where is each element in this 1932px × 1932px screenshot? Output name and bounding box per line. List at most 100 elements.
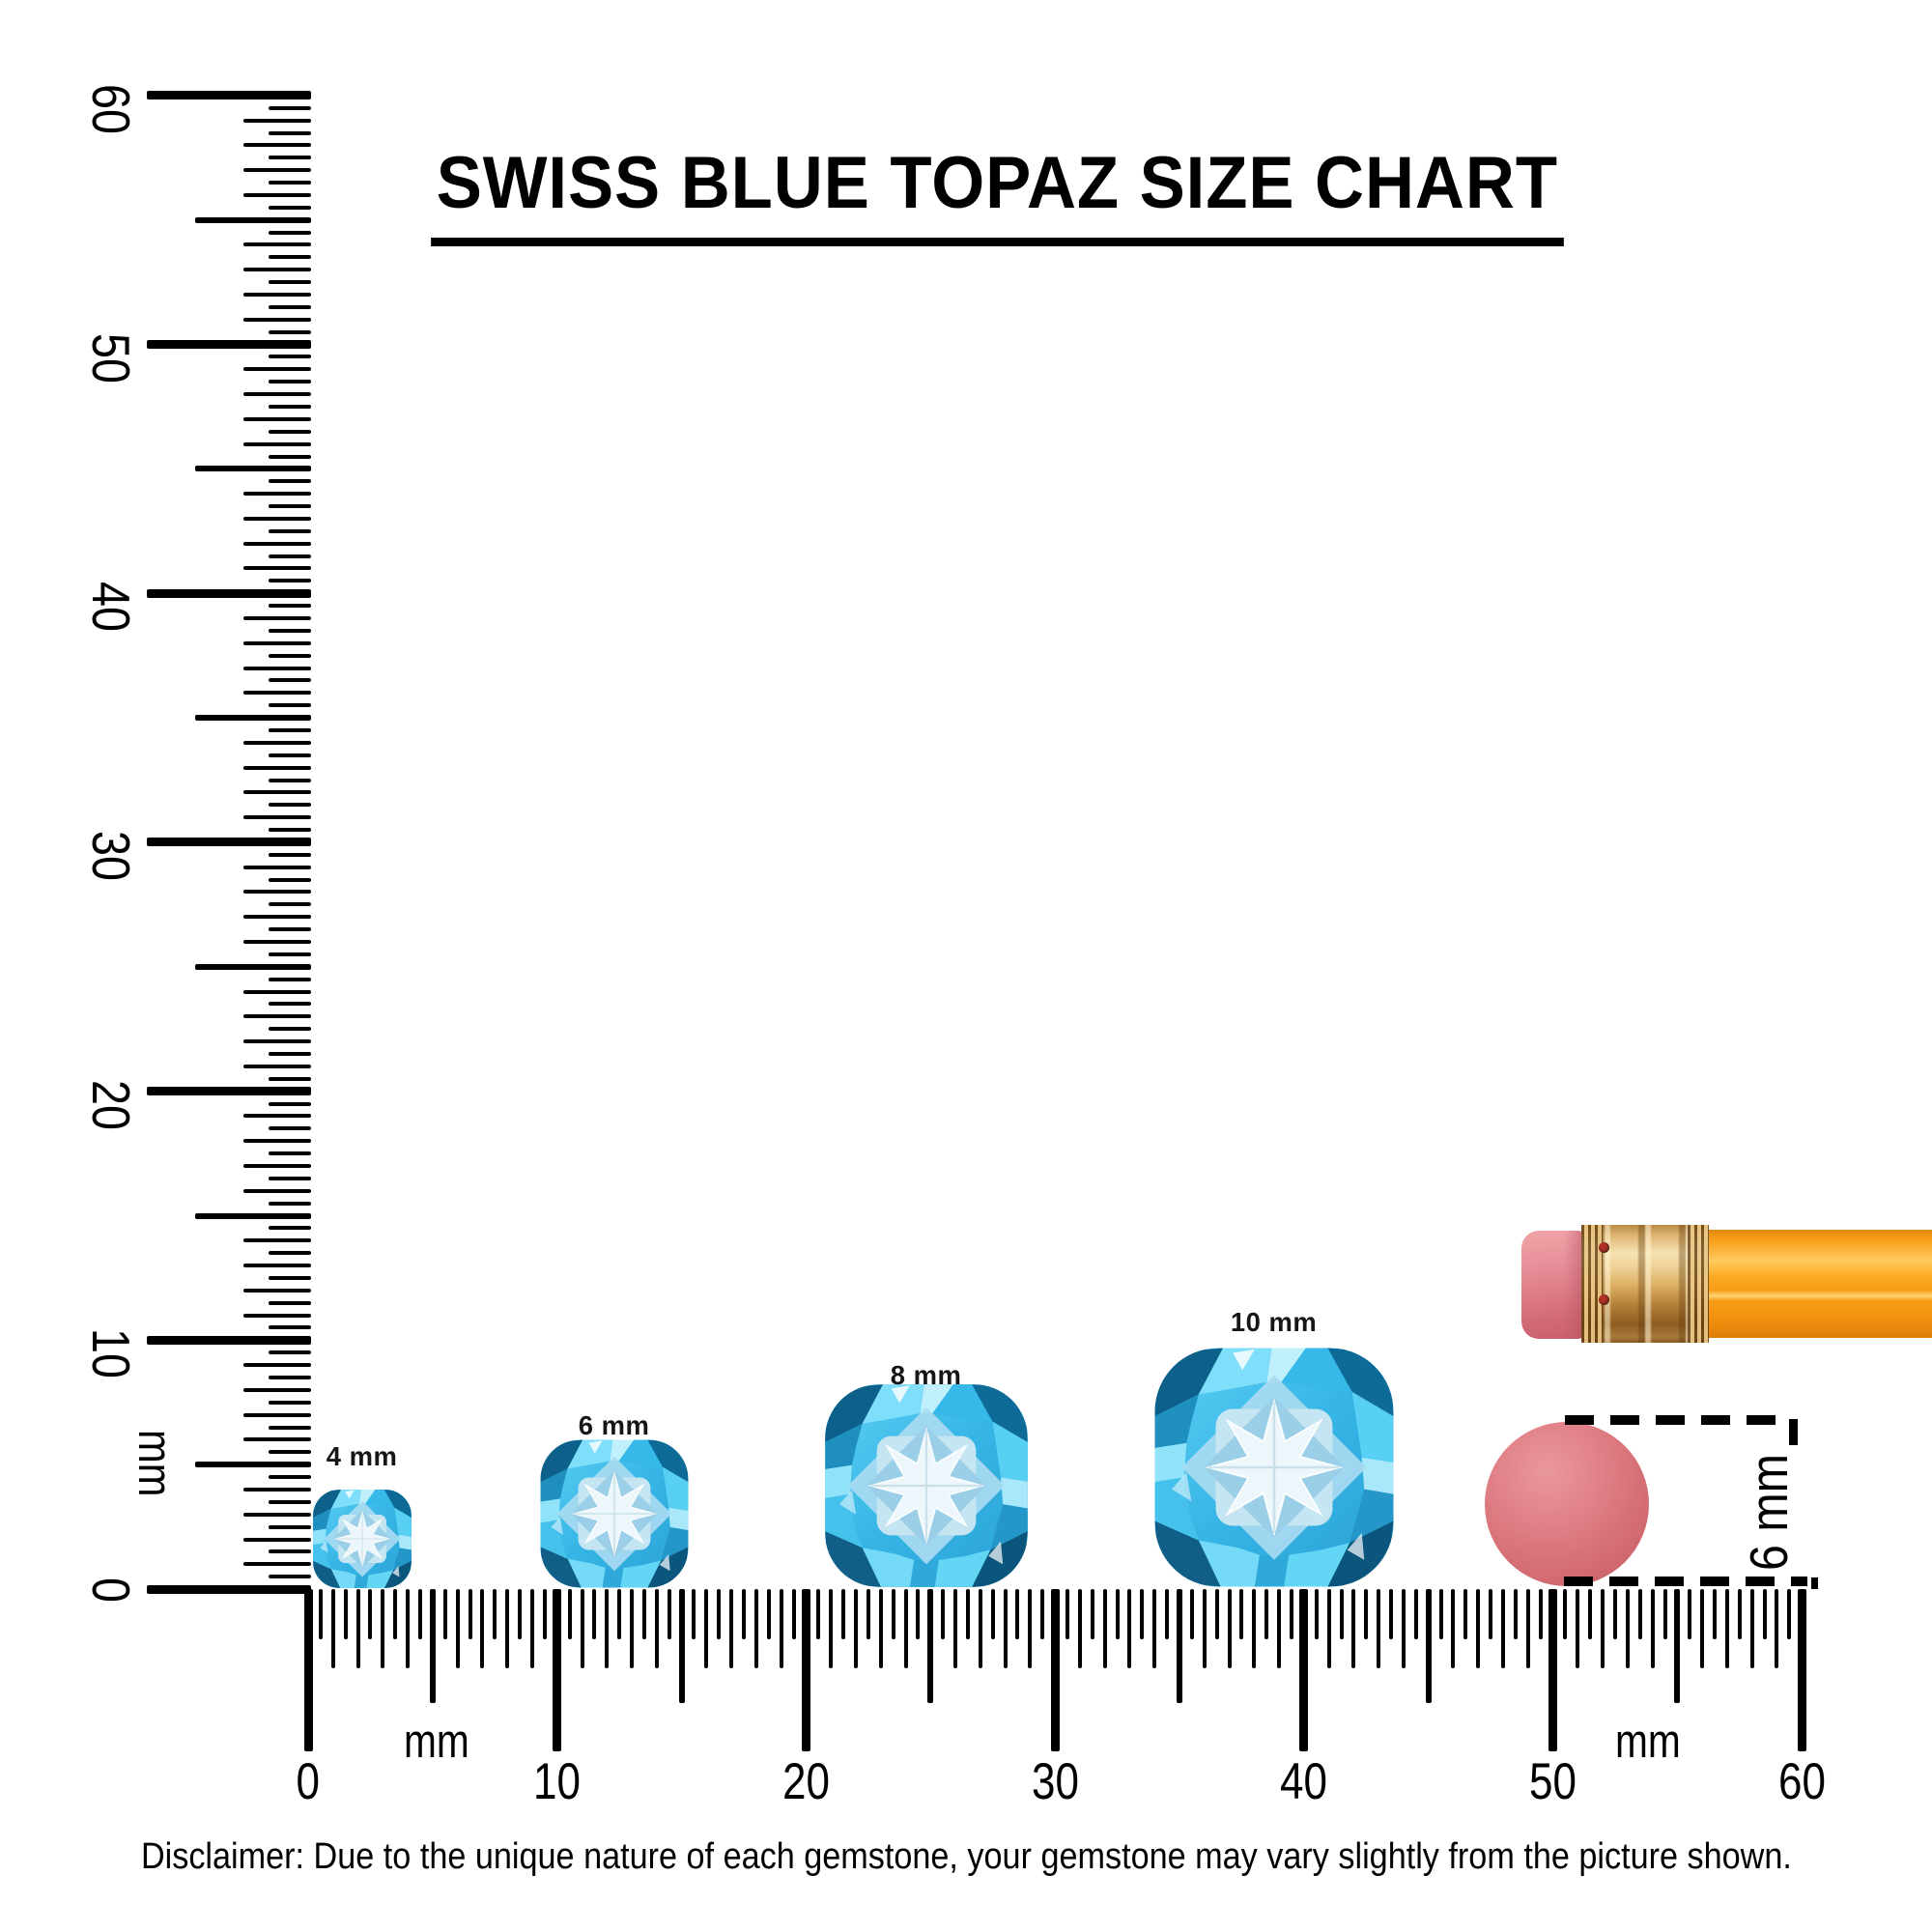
vertical-ruler-tick bbox=[269, 678, 311, 683]
horizontal-ruler-unit-left-text: mm bbox=[404, 1716, 469, 1768]
vertical-ruler-tick bbox=[269, 1151, 311, 1155]
vertical-ruler-tick bbox=[243, 192, 311, 197]
horizontal-ruler-label: 60 bbox=[1724, 1756, 1879, 1807]
vertical-ruler-tick bbox=[195, 715, 311, 722]
pencil-body bbox=[1709, 1230, 1932, 1338]
pencil-ferrule-rivet bbox=[1599, 1242, 1609, 1253]
pencil-eraser bbox=[1521, 1231, 1583, 1339]
horizontal-ruler-tick bbox=[406, 1589, 411, 1668]
vertical-ruler-tick bbox=[269, 628, 311, 633]
vertical-ruler-tick bbox=[269, 1101, 311, 1106]
vertical-ruler-tick bbox=[269, 130, 311, 135]
horizontal-ruler-tick bbox=[829, 1589, 834, 1668]
horizontal-ruler-tick bbox=[1637, 1589, 1642, 1639]
horizontal-ruler-tick bbox=[1326, 1589, 1331, 1668]
gem-label-text: 8 mm bbox=[891, 1360, 962, 1390]
gem-10mm bbox=[1152, 1346, 1396, 1589]
vertical-ruler-tick bbox=[243, 416, 311, 421]
vertical-ruler-tick bbox=[243, 1014, 311, 1019]
horizontal-ruler-label-text: 10 bbox=[533, 1753, 582, 1810]
horizontal-ruler-tick bbox=[1214, 1589, 1219, 1639]
horizontal-ruler-tick bbox=[1513, 1589, 1518, 1639]
horizontal-ruler-tick bbox=[1077, 1589, 1082, 1668]
horizontal-ruler-unit-right-text: mm bbox=[1615, 1716, 1681, 1768]
pencil-ferrule-rivet bbox=[1599, 1294, 1609, 1305]
horizontal-ruler-label-text: 60 bbox=[1777, 1753, 1826, 1810]
vertical-ruler-tick bbox=[243, 1238, 311, 1243]
horizontal-ruler-tick bbox=[816, 1589, 821, 1639]
horizontal-ruler-tick bbox=[1724, 1589, 1729, 1668]
horizontal-ruler-tick bbox=[1165, 1589, 1170, 1639]
horizontal-ruler-tick bbox=[853, 1589, 858, 1668]
horizontal-ruler-tick bbox=[1700, 1589, 1705, 1668]
vertical-ruler-tick bbox=[195, 963, 311, 970]
vertical-ruler-tick bbox=[243, 1537, 311, 1542]
horizontal-ruler-tick bbox=[903, 1589, 908, 1668]
horizontal-ruler-tick bbox=[1425, 1589, 1432, 1703]
vertical-ruler-tick bbox=[243, 765, 311, 770]
vertical-ruler-tick bbox=[269, 828, 311, 832]
vertical-ruler-label: 40 bbox=[81, 582, 141, 640]
horizontal-ruler-tick bbox=[1239, 1589, 1244, 1639]
horizontal-ruler-tick bbox=[1489, 1589, 1493, 1639]
vertical-ruler-tick bbox=[243, 1412, 311, 1417]
vertical-ruler-tick bbox=[269, 1549, 311, 1554]
horizontal-ruler-tick bbox=[1277, 1589, 1281, 1668]
vertical-ruler-tick bbox=[269, 304, 311, 309]
horizontal-ruler-unit-right: mm bbox=[1571, 1719, 1725, 1766]
horizontal-ruler-tick bbox=[1787, 1589, 1792, 1639]
vertical-ruler-tick bbox=[269, 329, 311, 334]
pencil-ferrule-crimp-left bbox=[1581, 1225, 1603, 1343]
horizontal-ruler-tick bbox=[1140, 1589, 1145, 1639]
horizontal-ruler-tick bbox=[704, 1589, 709, 1668]
horizontal-ruler-tick bbox=[630, 1589, 634, 1668]
horizontal-ruler-tick bbox=[841, 1589, 846, 1639]
horizontal-ruler-tick bbox=[442, 1589, 447, 1639]
horizontal-ruler-label: 0 bbox=[231, 1756, 385, 1807]
horizontal-ruler-tick bbox=[1377, 1589, 1381, 1668]
horizontal-ruler-tick bbox=[1202, 1589, 1207, 1668]
horizontal-ruler-tick bbox=[1775, 1589, 1779, 1668]
horizontal-ruler-tick bbox=[1797, 1589, 1806, 1751]
vertical-ruler-tick bbox=[269, 1226, 311, 1231]
vertical-ruler-tick bbox=[195, 216, 311, 223]
vertical-ruler-tick bbox=[269, 877, 311, 882]
vertical-ruler-tick bbox=[269, 1499, 311, 1504]
vertical-ruler-tick bbox=[243, 293, 311, 297]
horizontal-ruler-tick bbox=[1050, 1589, 1060, 1751]
gem-6mm-label: 6 mm bbox=[518, 1410, 711, 1441]
horizontal-ruler-tick bbox=[717, 1589, 722, 1639]
horizontal-ruler-tick bbox=[480, 1589, 485, 1668]
vertical-ruler-label: 20 bbox=[81, 1080, 141, 1139]
vertical-ruler-tick bbox=[243, 890, 311, 895]
vertical-ruler-tick bbox=[243, 915, 311, 920]
vertical-ruler-tick bbox=[269, 1002, 311, 1007]
horizontal-ruler-tick bbox=[1314, 1589, 1319, 1639]
pencil-eraser-shade bbox=[1564, 1231, 1583, 1339]
vertical-ruler-tick bbox=[269, 703, 311, 708]
topaz-gem-graphic bbox=[313, 1490, 412, 1588]
horizontal-ruler-tick bbox=[567, 1589, 572, 1639]
horizontal-ruler-tick bbox=[1065, 1589, 1069, 1639]
page-title: SWISS BLUE TOPAZ SIZE CHART bbox=[386, 141, 1607, 246]
vertical-ruler-tick bbox=[269, 1176, 311, 1180]
horizontal-ruler-tick bbox=[605, 1589, 610, 1668]
vertical-ruler-tick bbox=[269, 380, 311, 384]
horizontal-ruler-tick bbox=[729, 1589, 734, 1668]
horizontal-ruler-tick bbox=[429, 1589, 436, 1703]
vertical-ruler-tick bbox=[269, 181, 311, 185]
gem-8mm bbox=[823, 1382, 1030, 1589]
vertical-ruler-tick bbox=[269, 727, 311, 732]
pencil-ferrule-crimp-right bbox=[1688, 1225, 1709, 1343]
horizontal-ruler-tick bbox=[1463, 1589, 1468, 1639]
vertical-ruler-tick bbox=[147, 1335, 311, 1345]
horizontal-ruler-tick bbox=[1538, 1589, 1543, 1639]
horizontal-ruler-tick bbox=[529, 1589, 534, 1668]
vertical-ruler-tick bbox=[243, 118, 311, 123]
vertical-ruler-tick bbox=[147, 588, 311, 598]
horizontal-ruler-label: 30 bbox=[978, 1756, 1132, 1807]
vertical-ruler-tick bbox=[269, 255, 311, 260]
vertical-ruler-tick bbox=[269, 454, 311, 459]
vertical-ruler-label-text: 10 bbox=[81, 1328, 141, 1379]
horizontal-ruler-tick bbox=[303, 1589, 313, 1751]
